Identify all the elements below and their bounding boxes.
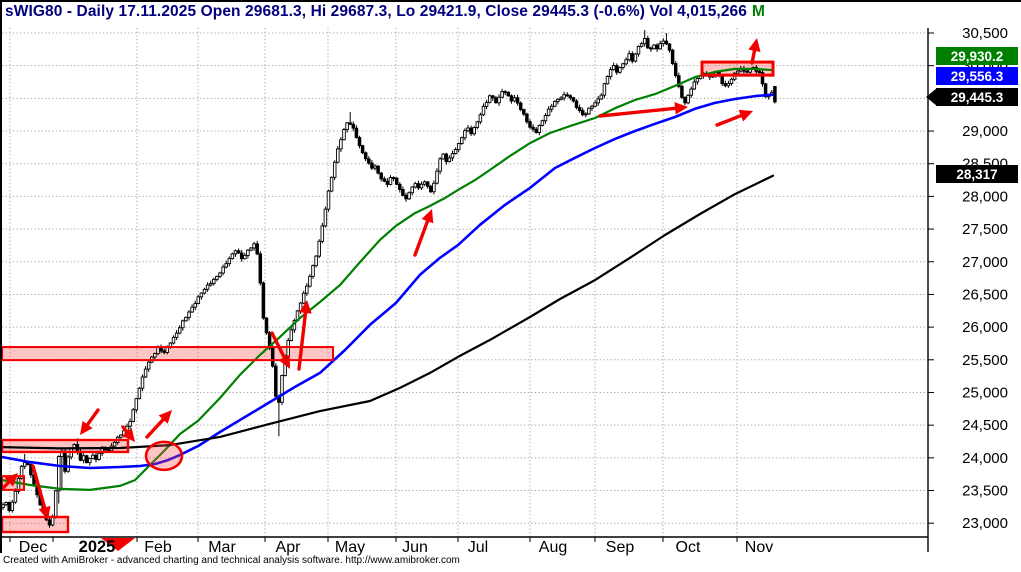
candles-layer [1, 30, 777, 528]
price-axis-label: 30,500 [962, 25, 1008, 42]
svg-text:29,445.3: 29,445.3 [951, 90, 1004, 105]
svg-text:29,930.2: 29,930.2 [951, 49, 1004, 64]
annotation-arrow[interactable] [145, 410, 172, 439]
month-label: Aug [539, 539, 567, 556]
price-badges: 29,930.2 29,556.3 29,445.3 28,317 [926, 47, 1018, 183]
axis-frame [0, 0, 1021, 553]
price-badge: 29,930.2 [936, 47, 1018, 65]
month-label: Dec [19, 539, 47, 556]
annotation-arrows[interactable] [0, 38, 761, 520]
y-axis-labels: 30,50030,00029,50029,00028,50028,00027,5… [962, 25, 1008, 532]
annotation-arrow[interactable] [270, 331, 290, 369]
month-label: Mar [208, 539, 236, 556]
price-axis-label: 25,500 [962, 352, 1008, 369]
price-badge: 29,556.3 [936, 67, 1018, 85]
mid-ma-blue [0, 93, 775, 470]
month-label: Apr [276, 539, 302, 556]
annotation-arrow[interactable] [715, 109, 753, 127]
annotation-arrow[interactable] [0, 473, 18, 491]
volume-mode-flag: M [752, 3, 765, 20]
month-label: 2025 [79, 538, 116, 556]
price-badge: 28,317 [936, 165, 1018, 183]
annotation-arrow[interactable] [121, 425, 135, 442]
annotation-zone-outlines[interactable] [0, 60, 775, 534]
month-label: Feb [144, 539, 172, 556]
annotation-arrow[interactable] [297, 300, 312, 371]
slow-ma-black [0, 174, 775, 450]
price-axis-label: 27,000 [962, 254, 1008, 271]
price-axis-label: 23,000 [962, 515, 1008, 532]
price-axis-label: 23,500 [962, 483, 1008, 500]
month-label: May [335, 539, 365, 556]
svg-text:29,556.3: 29,556.3 [951, 69, 1004, 84]
annotation-arrow[interactable] [748, 38, 761, 65]
annotation-arrow[interactable] [31, 464, 51, 520]
support-resistance-zone-outline[interactable] [700, 60, 775, 77]
annotation-arrow[interactable] [598, 102, 688, 118]
support-resistance-zone [2, 516, 68, 533]
month-label: Jun [402, 539, 428, 556]
annotation-ellipse[interactable] [144, 440, 184, 472]
fast-ma-green [0, 67, 775, 491]
price-axis-label: 28,000 [962, 188, 1008, 205]
chart-title-bar: sWIG80 - Daily 17.11.2025 Open 29681.3, … [5, 3, 765, 21]
month-label: Oct [676, 539, 701, 556]
price-axis-label: 25,000 [962, 384, 1008, 401]
support-resistance-zone [2, 439, 128, 452]
price-axis-label: 24,000 [962, 450, 1008, 467]
price-axis-label: 26,500 [962, 286, 1008, 303]
annotation-arrow[interactable] [413, 209, 434, 257]
price-axis-label: 24,500 [962, 417, 1008, 434]
month-label: Nov [745, 539, 773, 556]
price-axis-label: 26,000 [962, 319, 1008, 336]
price-axis-label: 29,000 [962, 123, 1008, 140]
chart-title: sWIG80 - Daily 17.11.2025 Open 29681.3, … [5, 3, 747, 20]
annotation-triangle-marker[interactable] [101, 538, 135, 551]
svg-text:28,317: 28,317 [956, 167, 997, 182]
x-axis-labels: Dec 2025 Feb Mar Apr May Jun Jul Aug Sep Oct Nov [19, 538, 773, 556]
price-axis-label: 27,500 [962, 221, 1008, 238]
amibroker-credit: Created with AmiBroker - advanced charti… [3, 555, 460, 566]
month-label: Jul [468, 539, 488, 556]
annotation-arrow[interactable] [80, 408, 100, 435]
price-badge: 29,445.3 [926, 88, 1018, 106]
month-label: Sep [606, 539, 635, 556]
